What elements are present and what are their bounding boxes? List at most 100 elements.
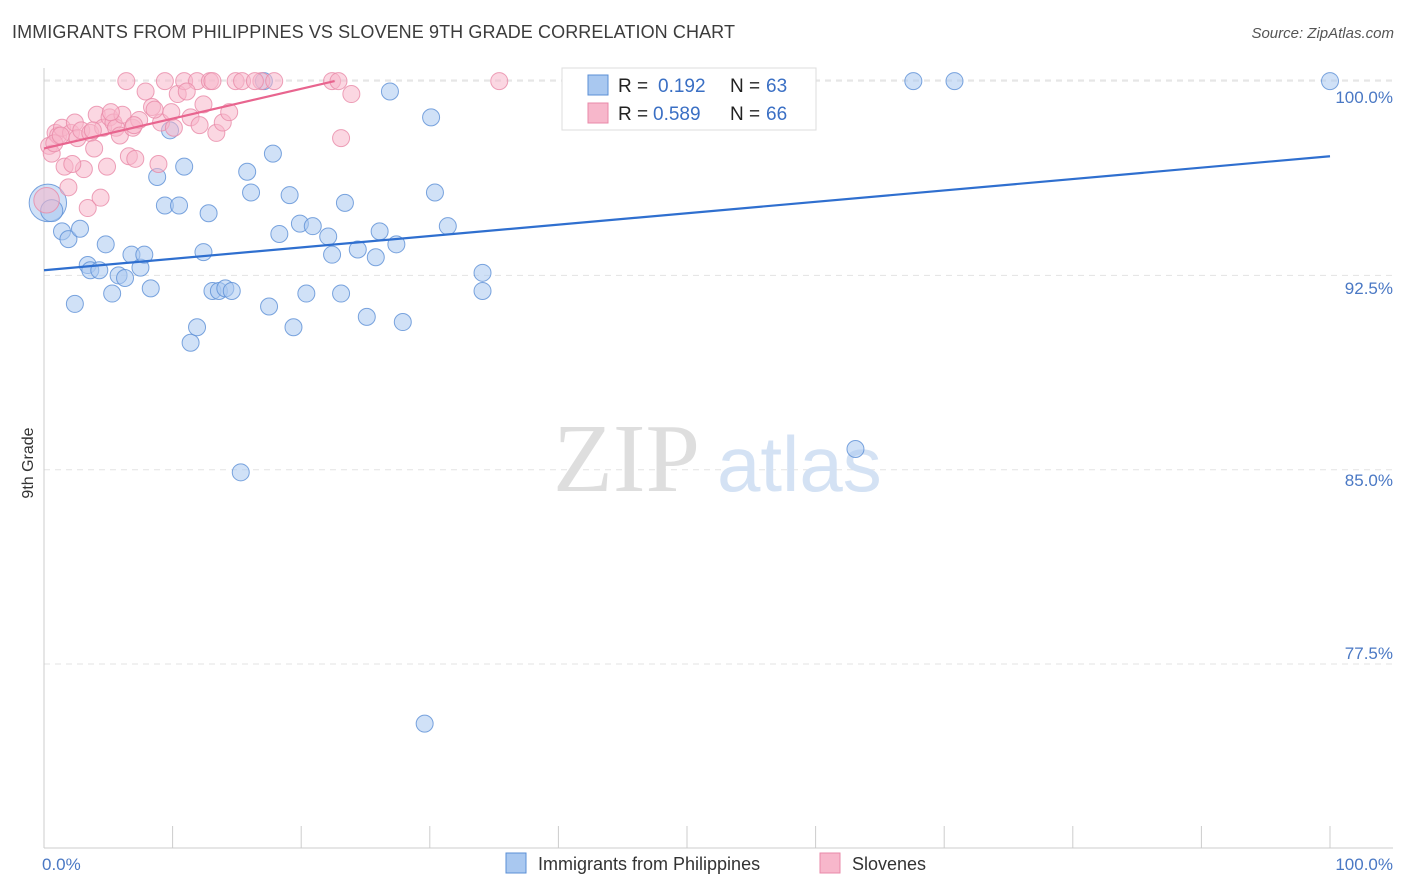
data-point-philippines	[415, 714, 434, 733]
data-point-philippines	[135, 245, 154, 264]
data-point-philippines	[280, 186, 299, 205]
data-point-philippines	[260, 297, 279, 316]
watermark-zip: ZIP	[553, 405, 700, 513]
data-point-philippines	[473, 281, 492, 300]
data-point-philippines	[59, 230, 78, 249]
trend-lines	[43, 80, 1331, 272]
data-point-slovenes	[59, 178, 78, 197]
data-point-slovenes	[101, 103, 120, 122]
data-point-philippines	[380, 82, 399, 101]
data-point-philippines	[319, 227, 338, 246]
data-point-philippines	[188, 318, 207, 337]
data-point-philippines	[263, 144, 282, 163]
data-point-slovenes	[98, 157, 117, 176]
data-point-slovenes	[194, 95, 213, 114]
series-legend: Immigrants from Philippines Slovenes	[505, 852, 926, 874]
y-tick-label: 77.5%	[1345, 644, 1393, 663]
legend-r-value: 0.192	[658, 76, 706, 97]
data-point-slovenes	[164, 118, 183, 137]
data-point-philippines	[116, 269, 135, 287]
data-point-slovenes	[245, 72, 264, 91]
y-tick-label: 100.0%	[1335, 88, 1393, 107]
data-point-philippines	[393, 313, 412, 332]
data-point-philippines	[103, 284, 122, 303]
legend-n-label: N =	[730, 104, 760, 125]
legend-n-label: N =	[730, 76, 760, 97]
data-point-philippines	[297, 284, 316, 303]
series-label-philippines: Immigrants from Philippines	[538, 854, 760, 874]
data-point-philippines	[284, 318, 303, 337]
data-point-slovenes	[265, 72, 284, 91]
data-points	[28, 72, 1339, 733]
data-point-philippines	[222, 281, 241, 300]
data-point-slovenes	[126, 149, 145, 168]
data-point-slovenes	[83, 121, 102, 140]
series-swatch-pink	[819, 852, 841, 874]
data-point-philippines	[425, 183, 444, 202]
x-tick-label-end: 100.0%	[1335, 855, 1393, 874]
data-point-philippines	[96, 235, 115, 254]
data-point-philippines	[366, 248, 385, 267]
data-point-philippines	[181, 333, 200, 352]
data-point-philippines	[231, 463, 250, 482]
series-label-slovenes: Slovenes	[852, 854, 926, 874]
y-axis-label: 9th Grade	[20, 427, 37, 498]
data-point-slovenes	[136, 82, 155, 101]
data-point-philippines	[332, 284, 351, 303]
data-point-philippines	[473, 263, 492, 282]
data-point-slovenes	[332, 129, 351, 148]
watermark-atlas: atlas	[717, 420, 882, 508]
data-point-philippines	[199, 204, 218, 223]
data-point-philippines	[370, 222, 389, 241]
data-point-slovenes	[190, 116, 209, 135]
data-point-philippines	[175, 157, 194, 176]
correlation-legend: R = 0.192 N = 63 R = 0.589 N = 66	[561, 67, 817, 131]
chart-title: IMMIGRANTS FROM PHILIPPINES VS SLOVENE 9…	[12, 22, 736, 42]
data-point-slovenes	[33, 187, 60, 214]
data-point-philippines	[65, 294, 84, 313]
data-point-philippines	[323, 245, 342, 264]
data-point-philippines	[71, 219, 90, 238]
source-credit: Source: ZipAtlas.com	[1251, 25, 1394, 42]
data-point-philippines	[194, 243, 213, 262]
data-point-slovenes	[85, 139, 104, 158]
y-tick-label: 85.0%	[1345, 471, 1393, 490]
data-point-slovenes	[220, 103, 239, 122]
y-tick-label: 92.5%	[1345, 279, 1393, 298]
data-point-slovenes	[63, 155, 82, 173]
data-point-philippines	[335, 193, 354, 212]
data-point-philippines	[945, 72, 964, 91]
legend-swatch-pink	[587, 102, 609, 124]
data-point-slovenes	[51, 126, 70, 145]
legend-n-value: 63	[766, 76, 787, 97]
data-point-philippines	[422, 108, 441, 127]
legend-r-label: R =	[618, 76, 648, 97]
data-point-philippines	[170, 196, 189, 215]
data-point-slovenes	[78, 199, 97, 218]
data-point-philippines	[357, 307, 376, 326]
data-point-slovenes	[117, 72, 136, 91]
legend-r-label: R =	[618, 104, 648, 125]
data-point-philippines	[303, 217, 322, 236]
data-point-philippines	[438, 217, 457, 236]
x-tick-label-start: 0.0%	[42, 855, 81, 874]
data-point-philippines	[1321, 72, 1339, 91]
data-point-slovenes	[342, 85, 361, 104]
data-point-philippines	[270, 224, 289, 243]
trend-line-philippines	[43, 155, 1331, 272]
data-point-slovenes	[490, 72, 509, 91]
y-tick-labels: 77.5% 85.0% 92.5% 100.0%	[1335, 88, 1393, 663]
trend-line-slovenes	[43, 80, 335, 150]
data-point-philippines	[141, 279, 160, 298]
series-swatch-blue	[505, 852, 527, 874]
legend-swatch-blue	[587, 74, 609, 96]
data-point-slovenes	[149, 155, 168, 173]
data-point-philippines	[348, 240, 367, 259]
watermark: ZIP atlas	[553, 405, 882, 513]
data-point-slovenes	[177, 82, 196, 101]
data-point-slovenes	[155, 72, 174, 91]
data-point-slovenes	[203, 72, 222, 91]
data-point-slovenes	[91, 188, 110, 207]
data-point-philippines	[242, 183, 261, 202]
